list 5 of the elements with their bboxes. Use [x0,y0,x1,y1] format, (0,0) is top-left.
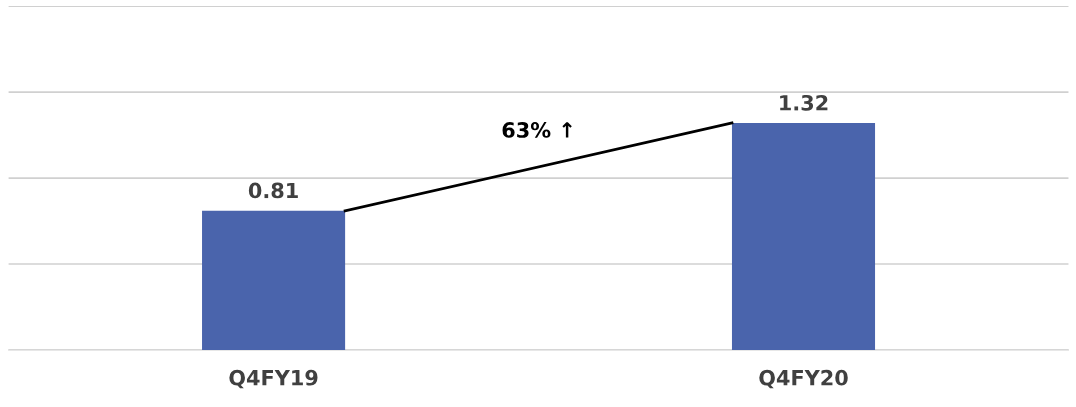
x-tick-label: Q4FY20 [759,369,848,389]
x-tick-label: Q4FY19 [229,369,318,389]
data-label: 1.32 [780,94,828,111]
data-label: 0.81 [248,182,298,199]
annotation: 63% ↑ [502,122,572,138]
